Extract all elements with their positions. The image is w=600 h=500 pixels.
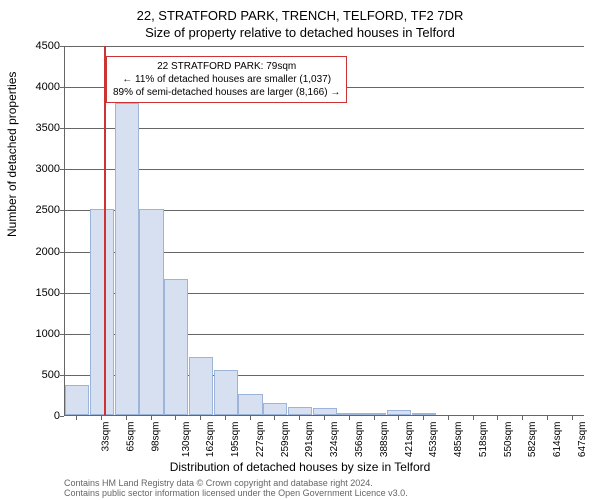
x-tick-mark bbox=[497, 416, 498, 420]
y-tick-mark bbox=[60, 46, 64, 47]
y-tick-mark bbox=[60, 128, 64, 129]
x-tick-label: 614sqm bbox=[552, 422, 563, 458]
histogram-bar bbox=[65, 385, 89, 415]
x-tick-mark bbox=[349, 416, 350, 420]
x-tick-label: 130sqm bbox=[181, 422, 192, 458]
y-tick-mark bbox=[60, 210, 64, 211]
x-tick-mark bbox=[299, 416, 300, 420]
x-tick-label: 291sqm bbox=[305, 422, 316, 458]
x-tick-label: 388sqm bbox=[379, 422, 390, 458]
x-tick-mark bbox=[101, 416, 102, 420]
histogram-bar bbox=[412, 413, 436, 415]
histogram-bar bbox=[189, 357, 213, 415]
x-tick-mark bbox=[151, 416, 152, 420]
x-tick-mark bbox=[175, 416, 176, 420]
x-tick-mark bbox=[274, 416, 275, 420]
chart-title-sub: Size of property relative to detached ho… bbox=[0, 23, 600, 40]
y-tick-label: 500 bbox=[24, 369, 60, 381]
x-tick-mark bbox=[398, 416, 399, 420]
footer-line-2: Contains public sector information licen… bbox=[64, 488, 408, 498]
x-tick-label: 518sqm bbox=[478, 422, 489, 458]
x-tick-mark bbox=[522, 416, 523, 420]
chart-title-main: 22, STRATFORD PARK, TRENCH, TELFORD, TF2… bbox=[0, 0, 600, 23]
y-tick-label: 0 bbox=[24, 410, 60, 422]
y-tick-mark bbox=[60, 334, 64, 335]
x-tick-label: 33sqm bbox=[101, 422, 112, 452]
footer-line-1: Contains HM Land Registry data © Crown c… bbox=[64, 478, 373, 488]
annotation-line-3: 89% of semi-detached houses are larger (… bbox=[113, 86, 340, 99]
annotation-box: 22 STRATFORD PARK: 79sqm ← 11% of detach… bbox=[106, 56, 347, 103]
y-tick-label: 1000 bbox=[24, 328, 60, 340]
y-tick-mark bbox=[60, 87, 64, 88]
x-tick-label: 485sqm bbox=[453, 422, 464, 458]
x-tick-mark bbox=[423, 416, 424, 420]
histogram-bar bbox=[337, 413, 361, 415]
histogram-bar bbox=[90, 209, 114, 415]
x-tick-mark bbox=[572, 416, 573, 420]
histogram-bar bbox=[362, 413, 386, 415]
x-tick-label: 98sqm bbox=[150, 422, 161, 452]
x-tick-mark bbox=[126, 416, 127, 420]
y-tick-mark bbox=[60, 416, 64, 417]
x-tick-mark bbox=[225, 416, 226, 420]
y-tick-label: 2000 bbox=[24, 246, 60, 258]
x-tick-mark bbox=[374, 416, 375, 420]
y-tick-mark bbox=[60, 252, 64, 253]
x-tick-mark bbox=[448, 416, 449, 420]
x-tick-label: 582sqm bbox=[527, 422, 538, 458]
x-tick-mark bbox=[547, 416, 548, 420]
y-tick-label: 1500 bbox=[24, 287, 60, 299]
x-tick-label: 356sqm bbox=[354, 422, 365, 458]
x-tick-label: 421sqm bbox=[404, 422, 415, 458]
x-tick-mark bbox=[76, 416, 77, 420]
y-tick-label: 4000 bbox=[24, 81, 60, 93]
x-tick-mark bbox=[250, 416, 251, 420]
x-tick-label: 227sqm bbox=[255, 422, 266, 458]
y-tick-label: 2500 bbox=[24, 204, 60, 216]
x-tick-label: 324sqm bbox=[329, 422, 340, 458]
y-tick-label: 4500 bbox=[24, 40, 60, 52]
histogram-bar bbox=[115, 103, 139, 415]
y-tick-mark bbox=[60, 169, 64, 170]
x-tick-label: 259sqm bbox=[280, 422, 291, 458]
grid-line bbox=[65, 169, 584, 170]
x-tick-label: 195sqm bbox=[230, 422, 241, 458]
y-axis-label: Number of detached properties bbox=[5, 72, 19, 237]
y-tick-mark bbox=[60, 375, 64, 376]
histogram-bar bbox=[139, 209, 163, 415]
annotation-line-2: ← 11% of detached houses are smaller (1,… bbox=[113, 73, 340, 86]
histogram-bar bbox=[214, 370, 238, 415]
x-tick-mark bbox=[473, 416, 474, 420]
histogram-bar bbox=[238, 394, 262, 415]
y-tick-mark bbox=[60, 293, 64, 294]
annotation-line-1: 22 STRATFORD PARK: 79sqm bbox=[113, 60, 340, 73]
histogram-bar bbox=[313, 408, 337, 415]
x-tick-label: 162sqm bbox=[206, 422, 217, 458]
histogram-bar bbox=[164, 279, 188, 415]
y-tick-label: 3000 bbox=[24, 163, 60, 175]
histogram-bar bbox=[263, 403, 287, 415]
x-tick-mark bbox=[324, 416, 325, 420]
x-axis-label: Distribution of detached houses by size … bbox=[0, 460, 600, 474]
grid-line bbox=[65, 128, 584, 129]
histogram-bar bbox=[387, 410, 411, 415]
x-tick-label: 550sqm bbox=[503, 422, 514, 458]
grid-line bbox=[65, 46, 584, 47]
x-tick-label: 453sqm bbox=[428, 422, 439, 458]
x-tick-mark bbox=[200, 416, 201, 420]
x-tick-label: 65sqm bbox=[126, 422, 137, 452]
histogram-bar bbox=[288, 407, 312, 415]
y-tick-label: 3500 bbox=[24, 122, 60, 134]
x-tick-label: 647sqm bbox=[577, 422, 588, 458]
chart-container: 22, STRATFORD PARK, TRENCH, TELFORD, TF2… bbox=[0, 0, 600, 500]
